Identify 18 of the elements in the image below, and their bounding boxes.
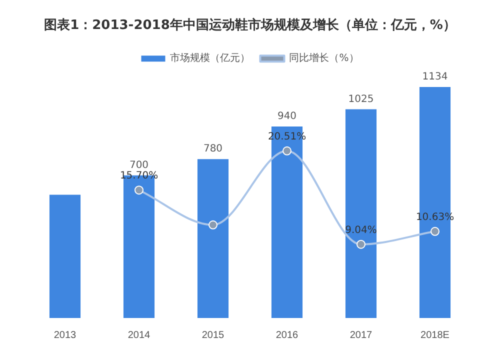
x-tick-label: 2018E: [420, 330, 450, 341]
legend-label: 市场规模（亿元）: [170, 52, 250, 64]
chart-title: 图表1：2013-2018年中国运动鞋市场规模及增长（单位：亿元，%）: [44, 17, 456, 34]
data-label: 1025: [348, 94, 374, 105]
x-tick-label: 2016: [276, 330, 299, 341]
data-label: 940: [277, 111, 297, 122]
x-tick-label: 2014: [128, 330, 151, 341]
data-label: 9.04%: [345, 224, 377, 236]
bar: [345, 109, 377, 318]
data-label: 1134: [422, 72, 448, 83]
data-label: 780: [203, 144, 223, 155]
legend-label: 同比增长（%）: [289, 52, 359, 64]
bar: [49, 194, 81, 318]
x-tick-label: 2017: [350, 330, 373, 341]
bar: [197, 159, 229, 318]
x-tick-label: 2013: [54, 330, 77, 341]
data-label: 700: [129, 160, 149, 172]
x-tick-label: 2015: [202, 330, 225, 341]
